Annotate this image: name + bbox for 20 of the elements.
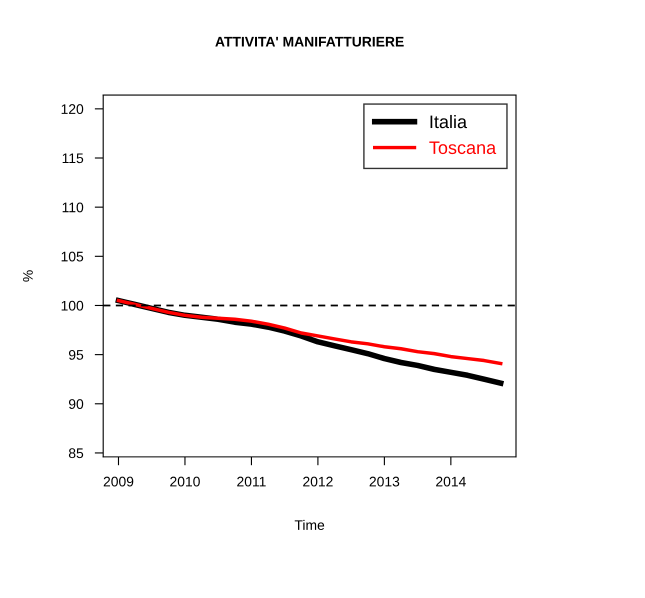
x-tick-label: 2013 bbox=[370, 476, 400, 487]
legend-label: Toscana bbox=[429, 141, 496, 154]
x-tick-label: 2014 bbox=[436, 476, 466, 487]
x-tick-label: 2011 bbox=[237, 476, 266, 487]
y-tick-label: 105 bbox=[62, 252, 84, 262]
x-tick-label: 2012 bbox=[303, 476, 333, 487]
x-tick-label: 2010 bbox=[170, 476, 200, 487]
y-tick-label: 90 bbox=[68, 399, 84, 409]
y-tick-label: 85 bbox=[68, 448, 84, 458]
y-tick-label: 115 bbox=[62, 153, 84, 164]
y-axis-title: % bbox=[23, 270, 33, 282]
y-tick-label: 100 bbox=[62, 300, 84, 311]
x-axis-title: Time bbox=[294, 520, 324, 530]
y-tick-label: 95 bbox=[68, 350, 84, 360]
y-tick-label: 120 bbox=[62, 104, 84, 114]
line-series bbox=[116, 298, 502, 366]
chart-title: ATTIVITA' MANIFATTURIERE bbox=[215, 36, 404, 47]
legend-label: Italia bbox=[430, 114, 468, 128]
x-tick-label: 2009 bbox=[104, 476, 134, 487]
y-tick-label: 110 bbox=[62, 202, 84, 212]
